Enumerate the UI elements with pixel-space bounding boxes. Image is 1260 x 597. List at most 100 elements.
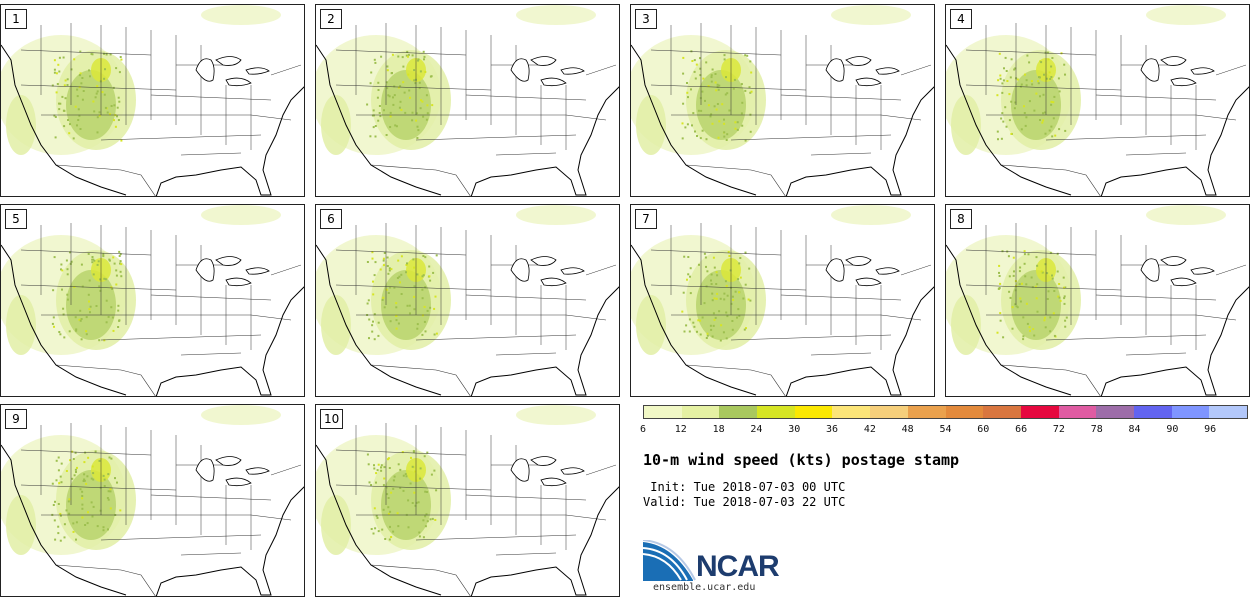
wind-speckle — [1020, 83, 1023, 86]
wind-speckle — [118, 100, 121, 103]
wind-speckle — [400, 273, 403, 276]
wind-speckle — [371, 330, 374, 333]
colorbar-tick-label: 24 — [750, 424, 763, 435]
wind-speckle — [424, 490, 427, 493]
wind-speckle — [422, 255, 425, 257]
wind-speckle — [690, 50, 693, 53]
wind-speckle — [1058, 283, 1061, 285]
wind-speckle — [118, 71, 121, 74]
wind-speckle — [59, 514, 62, 517]
map-line — [20, 284, 177, 291]
wind-speckle — [424, 286, 427, 289]
wind-speckle — [73, 58, 76, 61]
wind-shading — [1146, 205, 1226, 225]
wind-speckle — [717, 136, 720, 139]
wind-speckle — [72, 522, 75, 525]
wind-speckle — [402, 474, 405, 477]
wind-speckle — [434, 519, 437, 521]
wind-speckle — [429, 518, 432, 521]
wind-speckle — [74, 451, 77, 454]
wind-speckle — [107, 498, 110, 501]
wind-speckle — [380, 55, 383, 58]
wind-speckle — [54, 500, 56, 503]
wind-speckle — [731, 295, 734, 298]
wind-speckle — [51, 482, 54, 485]
wind-speckle — [382, 259, 385, 262]
wind-speckle — [1042, 119, 1045, 122]
wind-speckle — [728, 255, 731, 257]
wind-speckle — [422, 115, 425, 118]
wind-speckle — [76, 95, 79, 98]
wind-speckle — [67, 119, 69, 121]
colorbar-segment — [681, 406, 720, 418]
wind-speckle — [417, 501, 420, 504]
map-panel-7: 7 — [630, 204, 935, 397]
wind-speckle — [386, 65, 389, 68]
map-line — [1100, 86, 1249, 196]
colorbar-segment — [1096, 406, 1134, 418]
wind-shading — [201, 205, 281, 225]
wind-speckle — [723, 122, 726, 125]
wind-speckle — [120, 58, 123, 61]
wind-speckle — [396, 277, 399, 279]
wind-speckle — [1023, 105, 1025, 108]
wind-speckle — [1058, 90, 1061, 93]
map-line — [880, 314, 922, 321]
conus-map — [1, 205, 304, 396]
wind-speckle — [1012, 256, 1015, 259]
wind-speckle — [1063, 297, 1066, 300]
wind-speckle — [373, 467, 376, 470]
wind-speckle — [375, 481, 377, 484]
wind-shading — [321, 95, 351, 155]
wind-speckle — [52, 504, 55, 506]
wind-speckle — [998, 264, 1001, 267]
map-line — [1125, 152, 1187, 156]
wind-speckle — [694, 130, 696, 133]
map-panel-9: 9 — [0, 404, 305, 597]
wind-speckle — [374, 261, 377, 264]
wind-speckle — [705, 285, 708, 288]
wind-speckle — [81, 495, 84, 497]
map-line — [100, 334, 262, 341]
wind-speckle — [696, 330, 698, 333]
wind-speckle — [102, 529, 105, 532]
wind-speckle — [96, 90, 99, 93]
wind-speckle — [389, 126, 392, 128]
wind-speckle — [1002, 336, 1005, 339]
wind-speckle — [60, 263, 63, 266]
wind-speckle — [1063, 302, 1066, 305]
wind-speckle — [87, 456, 90, 459]
wind-speckle — [63, 125, 66, 128]
wind-speckle — [423, 55, 426, 58]
wind-speckle — [92, 478, 95, 481]
wind-speckle — [725, 139, 728, 141]
wind-speckle — [102, 526, 105, 529]
wind-speckle — [425, 118, 428, 121]
map-line — [250, 114, 292, 121]
valid-time: Valid: Tue 2018-07-03 22 UTC — [643, 495, 846, 509]
wind-speckle — [119, 262, 121, 265]
wind-speckle — [1063, 286, 1066, 289]
wind-shading — [951, 95, 981, 155]
wind-speckle — [703, 302, 706, 305]
map-line — [335, 284, 492, 291]
wind-speckle — [712, 324, 715, 327]
map-line — [685, 364, 786, 396]
wind-speckle — [1050, 125, 1053, 128]
wind-speckle — [424, 256, 427, 259]
wind-speckle — [416, 137, 419, 139]
wind-speckle — [426, 112, 429, 115]
map-line — [335, 449, 467, 456]
wind-speckle — [72, 458, 75, 460]
wind-speckle — [373, 58, 376, 61]
wind-speckle — [685, 324, 688, 327]
wind-speckle — [396, 512, 399, 515]
wind-shading — [1011, 270, 1061, 340]
wind-speckle — [405, 264, 408, 266]
wind-speckle — [409, 312, 411, 315]
wind-speckle — [424, 71, 427, 73]
wind-speckle — [96, 116, 99, 119]
ncar-logo-text: NCAR — [696, 550, 780, 583]
wind-speckle — [1052, 101, 1055, 104]
wind-speckle — [81, 285, 84, 288]
